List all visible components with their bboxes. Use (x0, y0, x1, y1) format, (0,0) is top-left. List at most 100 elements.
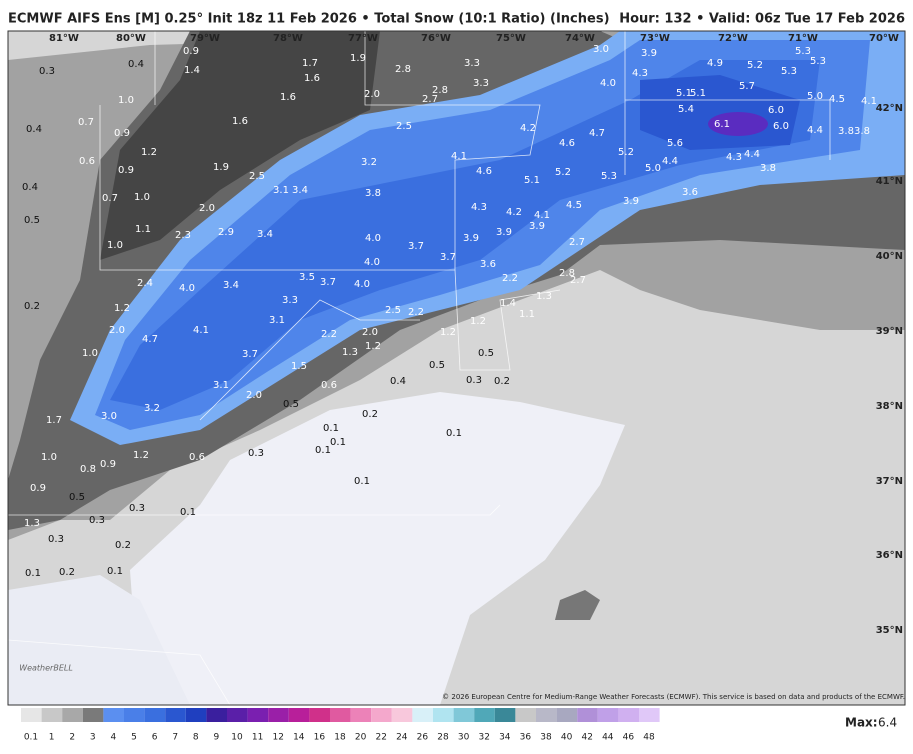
lon-label: 74°W (565, 33, 595, 44)
snow-amount: 2.7 (422, 94, 438, 105)
snow-amount: 2.0 (362, 327, 378, 338)
snow-amount: 1.3 (24, 518, 40, 529)
snow-amount: 1.7 (302, 58, 318, 69)
snow-amount: 2.7 (570, 275, 586, 286)
snow-amount: 3.9 (529, 221, 545, 232)
snow-amount: 1.2 (133, 450, 149, 461)
snow-amount: 4.6 (559, 138, 575, 149)
colorbar-label: 26 (417, 733, 429, 743)
snow-amount: 5.0 (645, 163, 661, 174)
snow-amount: 1.2 (141, 147, 157, 158)
snow-amount: 0.8 (80, 464, 96, 475)
colorbar-label: 48 (643, 733, 655, 743)
snow-amount: 3.9 (463, 233, 479, 244)
snow-amount: 4.0 (364, 257, 380, 268)
snow-amount: 1.0 (134, 192, 150, 203)
snow-amount: 1.2 (365, 341, 381, 352)
snow-amount: 2.3 (175, 230, 191, 241)
colorbar-label: 16 (314, 733, 326, 743)
title: ECMWF AIFS Ens [M] 0.25° Init 18z 11 Feb… (8, 12, 610, 27)
colorbar-swatch (21, 708, 42, 722)
snow-amount: 0.3 (39, 66, 55, 77)
colorbar-label: 11 (252, 733, 263, 743)
snow-amount: 2.4 (137, 278, 153, 289)
snow-amount: 5.2 (618, 147, 634, 158)
snow-amount: 0.5 (429, 360, 445, 371)
snow-amount: 1.4 (184, 65, 200, 76)
colorbar-swatch (309, 708, 330, 722)
snow-amount: 4.2 (520, 123, 536, 134)
snow-amount: 0.2 (494, 376, 510, 387)
snow-amount: 5.0 (807, 91, 823, 102)
snow-amount: 2.0 (199, 203, 215, 214)
snow-amount: 0.5 (283, 399, 299, 410)
lon-label: 81°W (49, 33, 79, 44)
colorbar-swatch (144, 708, 166, 722)
snow-amount: 0.9 (114, 128, 130, 139)
colorbar-swatch (494, 708, 516, 722)
snow-amount: 6.0 (773, 121, 789, 132)
colorbar-label: 9 (214, 733, 220, 743)
snow-amount: 2.0 (246, 390, 262, 401)
snow-amount: 5.2 (555, 167, 571, 178)
colorbar-swatch (350, 708, 372, 722)
snow-amount: 4.1 (534, 210, 550, 221)
snow-amount: 4.7 (142, 334, 158, 345)
snow-amount: 5.1 (676, 88, 692, 99)
snow-amount: 0.1 (107, 566, 123, 577)
snow-amount: 3.7 (242, 349, 258, 360)
snow-amount: 3.7 (320, 277, 336, 288)
snow-amount: 2.2 (502, 273, 518, 284)
colorbar-label: 0.1 (24, 733, 38, 743)
snow-amount: 3.8 (760, 163, 776, 174)
colorbar-swatch (330, 708, 351, 722)
lon-label: 78°W (273, 33, 303, 44)
snow-amount: 6.1 (714, 119, 730, 130)
colorbar-label: 18 (334, 733, 346, 743)
snow-amount: 5.3 (781, 66, 797, 77)
colorbar-label: 38 (540, 733, 552, 743)
colorbar-swatch (288, 708, 310, 722)
logo: WeatherBELL (19, 664, 73, 673)
colorbar-label: 20 (355, 733, 367, 743)
snow-amount: 1.5 (291, 361, 307, 372)
colorbar-label: 24 (396, 733, 408, 743)
snow-amount: 0.1 (180, 507, 196, 518)
lat-label: 41°N (876, 176, 903, 187)
snow-amount: 1.0 (107, 240, 123, 251)
snow-amount: 3.6 (682, 187, 698, 198)
colorbar-swatch (185, 708, 207, 722)
colorbar-swatch (62, 708, 83, 722)
copyright: © 2026 European Centre for Medium-Range … (442, 693, 905, 701)
snow-amount: 0.3 (48, 534, 64, 545)
colorbar-swatch (41, 708, 63, 722)
colorbar-label: 46 (623, 733, 635, 743)
snow-amount: 4.1 (193, 325, 209, 336)
snow-amount: 4.2 (506, 207, 522, 218)
colorbar-label: 28 (437, 733, 449, 743)
snow-amount: 3.2 (361, 157, 377, 168)
snow-amount: 4.4 (662, 156, 678, 167)
snow-amount: 2.8 (395, 64, 411, 75)
snow-amount: 1.4 (500, 298, 516, 309)
colorbar-swatch (82, 708, 104, 722)
colorbar-swatch (227, 708, 248, 722)
snow-amount: 2.2 (408, 307, 424, 318)
snow-amount: 3.8 (365, 188, 381, 199)
snow-amount: 0.3 (248, 448, 264, 459)
colorbar-label: 7 (172, 733, 178, 743)
snow-amount: 3.3 (473, 78, 489, 89)
snow-amount: 1.9 (213, 162, 229, 173)
snow-amount: 1.9 (350, 53, 366, 64)
snow-amount: 1.2 (440, 327, 456, 338)
colorbar-label: 42 (581, 733, 592, 743)
snow-amount: 0.6 (79, 156, 95, 167)
colorbar-swatch (247, 708, 269, 722)
colorbar-swatch (391, 708, 413, 722)
snow-amount: 0.5 (24, 215, 40, 226)
snow-amount: 0.1 (25, 568, 41, 579)
lon-label: 77°W (348, 33, 378, 44)
colorbar-swatch (515, 708, 536, 722)
snow-amount: 4.4 (744, 149, 760, 160)
snow-amount: 3.1 (213, 380, 229, 391)
